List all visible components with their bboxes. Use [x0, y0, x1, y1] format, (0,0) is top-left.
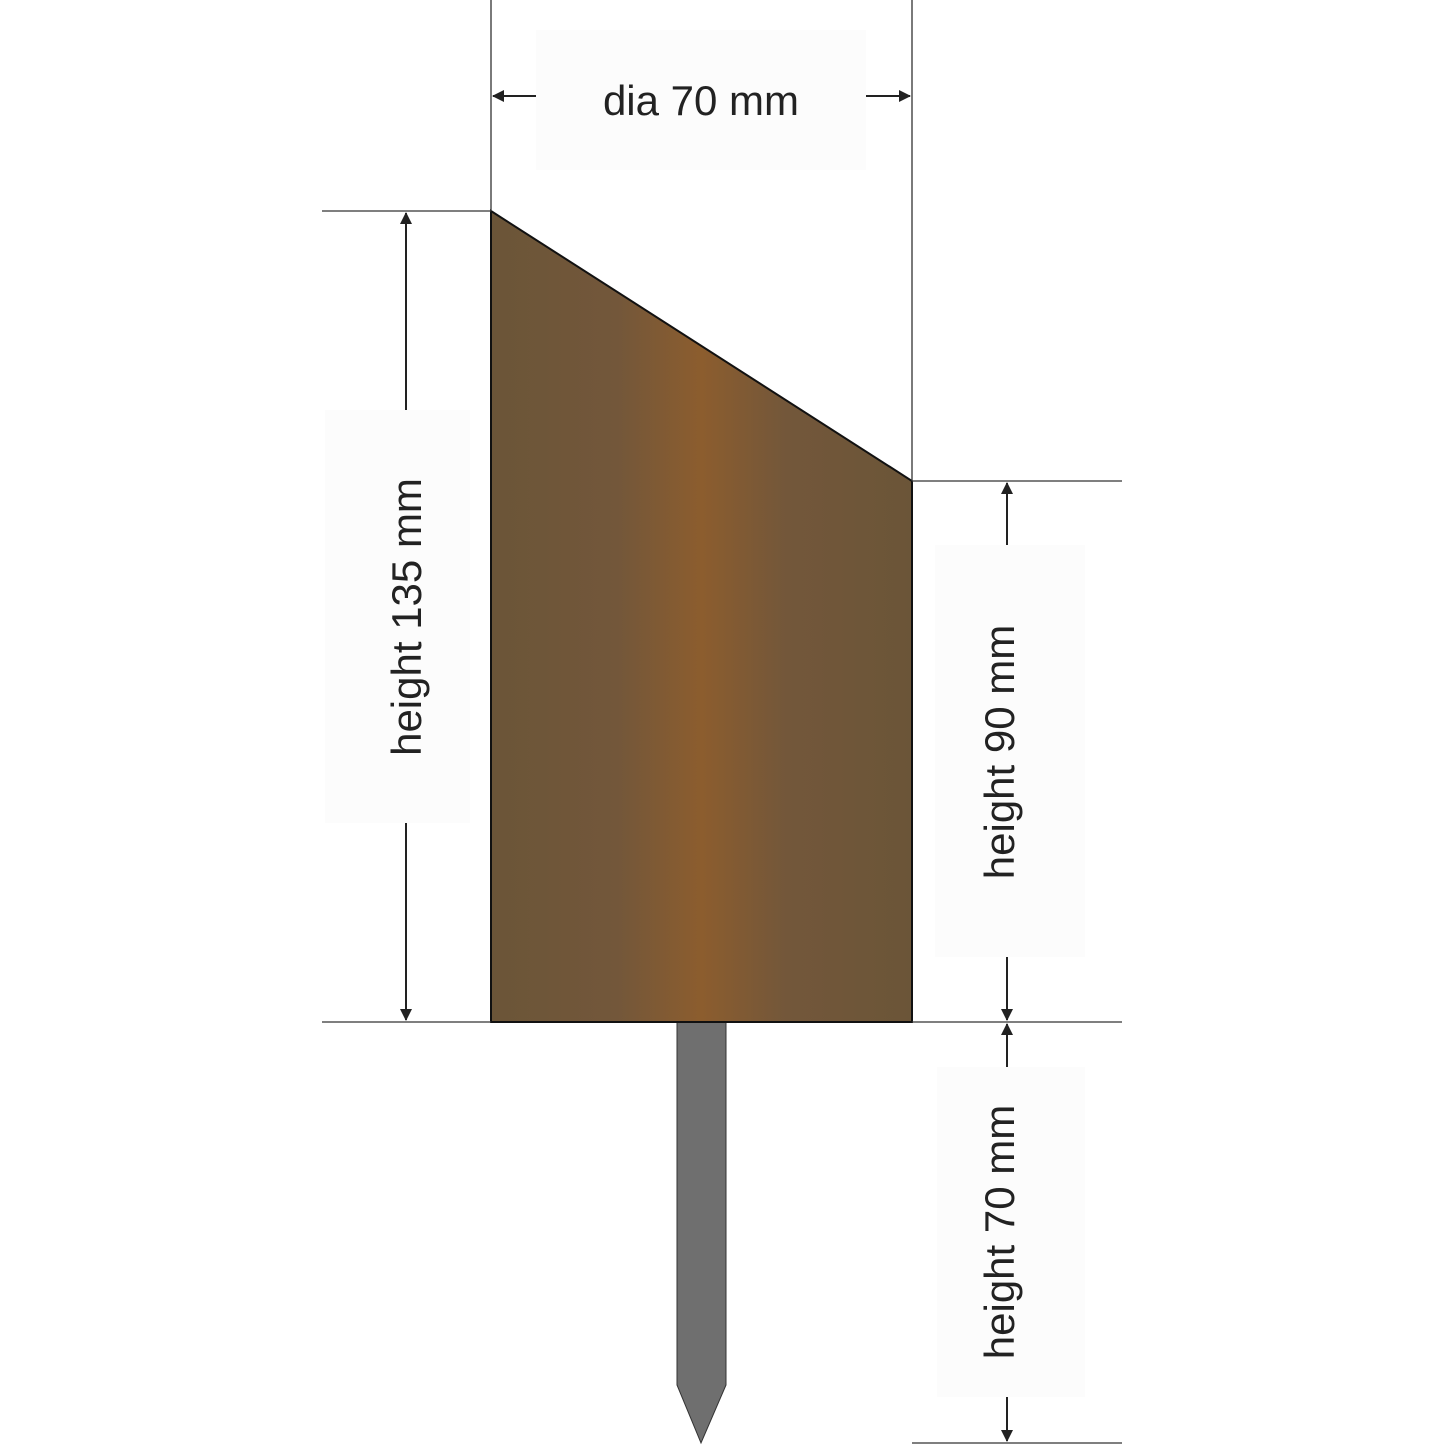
height-70-label-bg [937, 1067, 1085, 1397]
diameter-label: dia 70 mm [603, 77, 799, 124]
ground-spike [676, 1021, 727, 1445]
height-70-dimension: height 70 mm [976, 1023, 1023, 1442]
height-135-label: height 135 mm [383, 478, 430, 756]
height-135-dimension: height 135 mm [383, 212, 430, 1021]
height-90-dimension: height 90 mm [976, 482, 1023, 1021]
dia-label-bg [536, 30, 866, 170]
height-135-label-bg [325, 410, 470, 823]
height-90-label: height 90 mm [976, 625, 1023, 879]
height-70-label: height 70 mm [976, 1105, 1023, 1359]
diameter-dimension: dia 70 mm [492, 77, 911, 124]
extension-lines [322, 0, 1122, 1444]
height-90-label-bg [935, 545, 1085, 957]
wooden-post [490, 209, 913, 1023]
